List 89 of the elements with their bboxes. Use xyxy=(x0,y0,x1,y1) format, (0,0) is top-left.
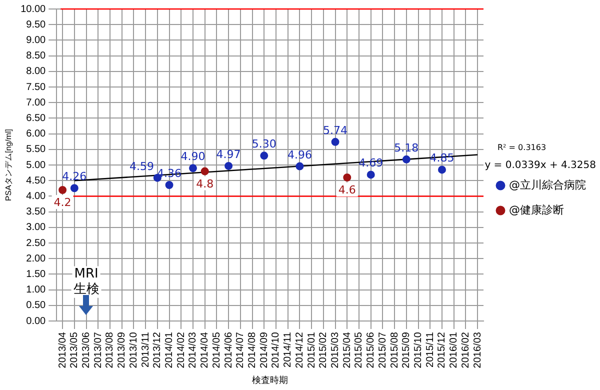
legend-label: @立川綜合病院 xyxy=(509,178,586,192)
y-tick-label: 8.00 xyxy=(26,66,46,78)
y-axis-title: PSAタンデム[ng/ml] xyxy=(4,129,14,202)
x-tick-label: 2014/12 xyxy=(294,332,306,368)
x-tick-label: 2015/03 xyxy=(330,332,342,368)
x-tick-label: 2014/02 xyxy=(176,332,187,368)
x-tick-label: 2015/12 xyxy=(436,332,448,368)
y-tick-label: 7.50 xyxy=(26,82,46,93)
x-tick-label: 2015/09 xyxy=(401,332,412,368)
x-tick-label: 2013/06 xyxy=(81,332,92,368)
x-tick-label: 2014/10 xyxy=(270,332,282,368)
x-tick-label: 2014/09 xyxy=(258,332,270,368)
text: R² = 0.3163 xyxy=(498,143,546,152)
data-label: 5.18 xyxy=(394,141,419,154)
y-tick-label: 10.00 xyxy=(20,4,46,15)
point xyxy=(343,174,352,182)
y-tick-label: 0.50 xyxy=(26,300,46,312)
x-tick-label: 2013/05 xyxy=(69,332,80,368)
y-tick-label: 7.00 xyxy=(26,97,46,108)
y-tick-label: 2.50 xyxy=(26,238,46,249)
x-tick-label: 2016/01 xyxy=(448,332,460,368)
y-tick-label: 4.00 xyxy=(26,190,46,202)
x-tick-label: 2015/11 xyxy=(424,332,436,368)
point xyxy=(70,184,78,192)
annotation: 生検 xyxy=(73,282,100,298)
x-tick-label: 2015/06 xyxy=(366,332,377,368)
x-tick-label: 2016/02 xyxy=(460,332,472,368)
point xyxy=(331,138,340,146)
point xyxy=(366,170,375,179)
x-tick-label: 2014/11 xyxy=(282,332,294,368)
y-tick-label: 9.50 xyxy=(26,19,46,30)
point xyxy=(402,155,410,164)
y-tick-label: 2.00 xyxy=(26,253,46,264)
y-tick-label: 4.50 xyxy=(26,175,46,186)
x-tick-label: 2015/10 xyxy=(413,332,424,368)
x-tick-label: 2013/09 xyxy=(116,332,128,368)
x-tick-label: 2013/10 xyxy=(128,332,140,368)
x-axis-title: 検査時期 xyxy=(252,375,288,386)
annotation: MRI xyxy=(74,266,98,282)
x-tick-label: 2014/07 xyxy=(235,332,246,368)
text: y = 0.0339x + 4.3258 xyxy=(484,160,596,171)
legend-label: @健康診断 xyxy=(509,203,564,216)
data-label: 4.26 xyxy=(62,170,87,184)
x-tick-label: 2015/02 xyxy=(318,332,330,368)
x-tick-label: 2015/05 xyxy=(354,332,365,368)
data-label: 5.74 xyxy=(323,124,348,137)
y-tick-label: 9.00 xyxy=(26,34,46,46)
x-tick-label: 2014/06 xyxy=(223,332,234,368)
y-tick-label: 5.00 xyxy=(26,160,46,171)
point xyxy=(224,162,233,170)
y-tick-label: 6.00 xyxy=(26,128,46,140)
data-label: 4.2 xyxy=(54,196,72,209)
x-tick-label: 2013/08 xyxy=(104,332,116,368)
x-tick-label: 2013/12 xyxy=(152,332,164,368)
data-label: 4.8 xyxy=(196,177,214,190)
x-tick-label: 2013/11 xyxy=(140,332,152,368)
x-tick-label: 2015/01 xyxy=(306,332,318,368)
y-tick-label: 1.50 xyxy=(26,268,46,280)
x-tick-label: 2014/08 xyxy=(247,332,258,368)
data-label: 4.90 xyxy=(180,150,206,164)
x-tick-label: 2014/05 xyxy=(211,332,222,368)
x-tick-label: 2015/07 xyxy=(377,332,388,368)
x-tick-label: 2013/07 xyxy=(92,332,104,368)
data-label: 4.6 xyxy=(338,184,356,197)
point xyxy=(165,181,174,189)
data-label: 4.96 xyxy=(287,148,312,162)
data-label: 5.30 xyxy=(252,138,276,151)
y-tick-label: 3.50 xyxy=(26,206,46,218)
x-tick-label: 2015/08 xyxy=(389,332,400,368)
x-tick-label: 2014/03 xyxy=(188,332,199,368)
point xyxy=(296,162,304,170)
point xyxy=(200,167,209,176)
y-tick-label: 5.50 xyxy=(26,144,46,156)
y-tick-label: 0.00 xyxy=(26,316,46,327)
data-label: 4.97 xyxy=(216,148,241,161)
point xyxy=(188,164,197,172)
y-tick-label: 1.00 xyxy=(26,284,46,296)
data-label: 4.59 xyxy=(130,160,154,173)
x-tick-label: 2014/01 xyxy=(164,332,176,368)
y-tick-label: 3.00 xyxy=(26,222,46,234)
x-tick-label: 2014/04 xyxy=(200,332,211,368)
x-tick-label: 2015/04 xyxy=(342,332,353,368)
y-tick-label: 6.50 xyxy=(26,112,46,124)
y-tick-label: 8.50 xyxy=(26,50,46,62)
point xyxy=(438,166,446,174)
x-tick-label: 2016/03 xyxy=(472,332,484,368)
x-tick-label: 2013/04 xyxy=(57,332,68,368)
point xyxy=(260,152,268,160)
point xyxy=(58,186,67,194)
